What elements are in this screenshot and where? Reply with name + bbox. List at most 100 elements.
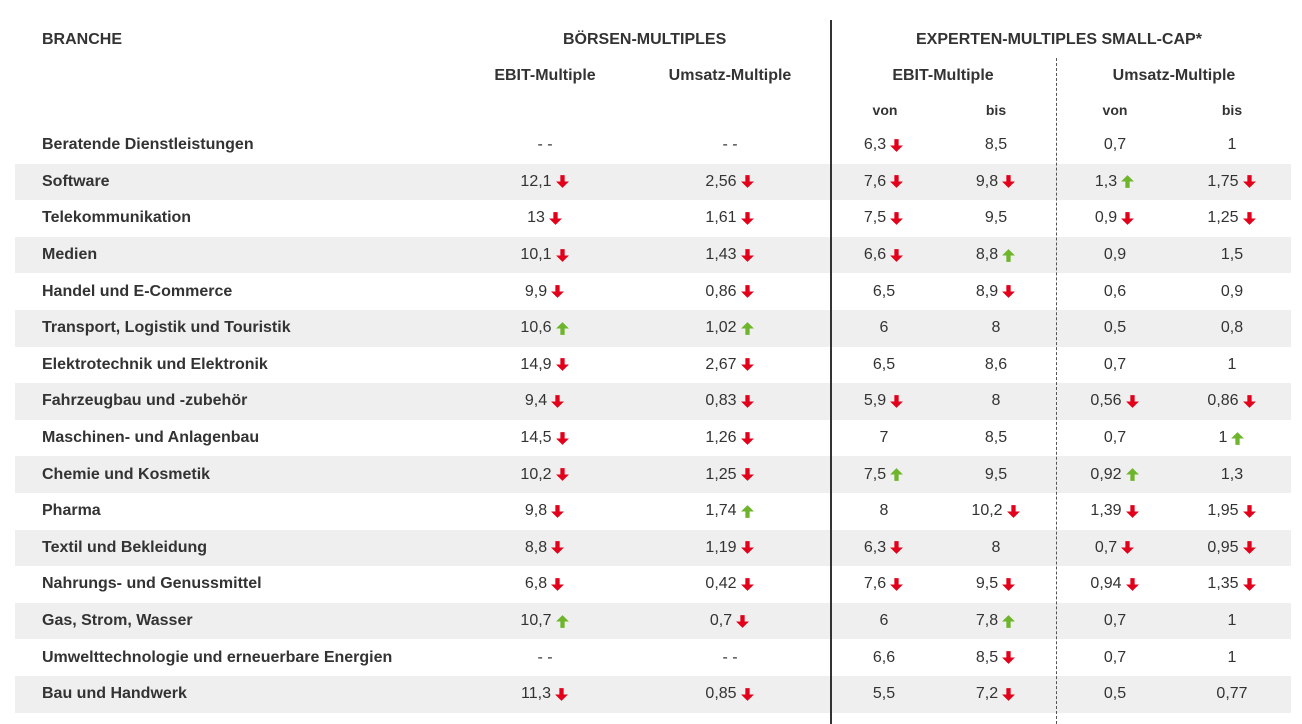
arrow-down-icon <box>740 248 754 262</box>
value-cell: 6,5 <box>829 347 939 384</box>
value-cell: 1 <box>1177 639 1287 676</box>
cell-value: 0,7 <box>1103 429 1127 447</box>
value-cell: - - <box>675 127 785 164</box>
value-cell: 1,25 <box>675 456 785 493</box>
value-cell: 7,6 <box>829 164 939 201</box>
branche-label: Medien <box>42 246 98 264</box>
arrow-down-icon <box>740 431 754 445</box>
value-cell: 14,5 <box>490 420 600 457</box>
value-cell: 0,7 <box>1060 420 1170 457</box>
value-cell: 0,7 <box>1060 603 1170 640</box>
arrow-down-icon <box>1125 578 1139 591</box>
cell-value: - - <box>722 648 738 666</box>
arrow-down-icon <box>890 541 904 555</box>
cell-value: 0,56 <box>1090 392 1122 410</box>
value-cell: 8,9 <box>941 273 1051 310</box>
value-cell: 9,5 <box>941 566 1051 603</box>
branche-label: Beratende Dienstleistungen <box>42 136 254 154</box>
cell-value: 10,2 <box>971 502 1003 520</box>
table-row: Telekommunikation 13 1,61 7,5 9,5 0,9 1,25 <box>15 200 1291 237</box>
arrow-down-icon <box>740 358 754 372</box>
branche-label: Pharma <box>42 502 101 520</box>
subheader-umsatz-experten: Umsatz-Multiple <box>1112 67 1236 84</box>
value-cell: 0,7 <box>1060 347 1170 384</box>
cell-value: 0,9 <box>1220 282 1244 300</box>
value-cell: 1,35 <box>1177 566 1287 603</box>
cell-value: - - <box>537 136 553 154</box>
value-cell: 1 <box>1177 420 1287 457</box>
value-cell: 1,3 <box>1177 456 1287 493</box>
cell-value: 9,9 <box>524 282 548 300</box>
cell-value: 0,9 <box>1103 246 1127 264</box>
arrow-up-icon <box>1002 248 1016 262</box>
value-cell: 0,5 <box>1060 310 1170 347</box>
cell-value: 0,5 <box>1103 319 1127 337</box>
value-cell: 1,95 <box>1177 493 1287 530</box>
value-cell: 7,6 <box>829 566 939 603</box>
cell-value: 1,02 <box>705 319 737 337</box>
arrow-down-icon <box>1002 285 1016 299</box>
value-cell: 0,85 <box>675 676 785 713</box>
table-row: Umwelttechnologie und erneuerbare Energi… <box>15 639 1291 676</box>
value-cell: 7 <box>829 420 939 457</box>
value-cell: 1,19 <box>675 530 785 567</box>
branche-label: Elektrotechnik und Elektronik <box>42 355 268 373</box>
branche-label: Textil und Bekleidung <box>42 538 208 556</box>
cell-value: 8 <box>991 392 1001 410</box>
value-cell: 1,5 <box>1177 237 1287 274</box>
cell-value: 2,56 <box>705 172 737 190</box>
value-cell: 8,8 <box>490 530 600 567</box>
cell-value: 13 <box>527 209 545 227</box>
value-cell: 0,42 <box>675 566 785 603</box>
cell-value: 1,43 <box>705 246 737 264</box>
branche-label: Gas, Strom, Wasser <box>42 612 193 630</box>
value-cell: 1 <box>1177 603 1287 640</box>
cell-value: 9,5 <box>975 575 999 593</box>
arrow-down-icon <box>555 358 569 372</box>
value-cell: 1 <box>1177 127 1287 164</box>
cell-value: 6,3 <box>863 538 887 556</box>
value-cell: 6,3 <box>829 530 939 567</box>
cell-value: 1,61 <box>705 209 737 227</box>
value-cell: 1,61 <box>675 200 785 237</box>
arrow-up-icon <box>890 468 904 482</box>
value-cell: 0,7 <box>1060 639 1170 676</box>
cell-value: 8,8 <box>975 246 999 264</box>
table-row: Fahrzeugbau und -zubehör 9,4 0,83 5,9 8 0,56 0… <box>15 383 1291 420</box>
value-cell: 2,67 <box>675 347 785 384</box>
value-cell: - - <box>675 639 785 676</box>
arrow-down-icon <box>1242 395 1256 408</box>
cell-value: 0,6 <box>1103 282 1127 300</box>
cell-value: 7,5 <box>863 465 887 483</box>
value-cell: 1,74 <box>675 493 785 530</box>
cell-value: 9,4 <box>524 392 548 410</box>
cell-value: 10,7 <box>520 612 552 630</box>
subheader-ebit-boerse: EBIT-Multiple <box>494 67 596 84</box>
value-cell: 6,6 <box>829 639 939 676</box>
cell-value: 9,8 <box>524 502 548 520</box>
cell-value: 7,6 <box>863 172 887 190</box>
value-cell: 6,5 <box>829 273 939 310</box>
cell-value: 0,95 <box>1207 538 1239 556</box>
branche-label: Transport, Logistik und Touristik <box>42 319 291 337</box>
table-row: Pharma 9,8 1,74 8 10,2 1,39 1,95 <box>15 493 1291 530</box>
subheader-ebit-experten: EBIT-Multiple <box>892 67 994 84</box>
cell-value: 0,92 <box>1090 465 1122 483</box>
arrow-down-icon <box>551 285 565 299</box>
cell-value: 8,5 <box>984 136 1008 154</box>
value-cell: 0,92 <box>1060 456 1170 493</box>
value-cell: 1 <box>1177 347 1287 384</box>
cell-value: 0,5 <box>1103 685 1127 703</box>
header-branche: BRANCHE <box>42 31 122 48</box>
cell-value: 0,86 <box>705 282 737 300</box>
branche-label: Bau und Handwerk <box>42 685 187 703</box>
branche-label: Handel und E-Commerce <box>42 282 233 300</box>
cell-value: 8,6 <box>984 355 1008 373</box>
cell-value: 8,5 <box>975 648 999 666</box>
cell-value: 0,7 <box>1103 136 1127 154</box>
cell-value: 0,7 <box>1103 612 1127 630</box>
value-cell: 0,77 <box>1177 676 1287 713</box>
arrow-down-icon <box>1242 578 1256 591</box>
value-cell: 7,2 <box>941 676 1051 713</box>
arrow-up-icon <box>1231 431 1245 445</box>
